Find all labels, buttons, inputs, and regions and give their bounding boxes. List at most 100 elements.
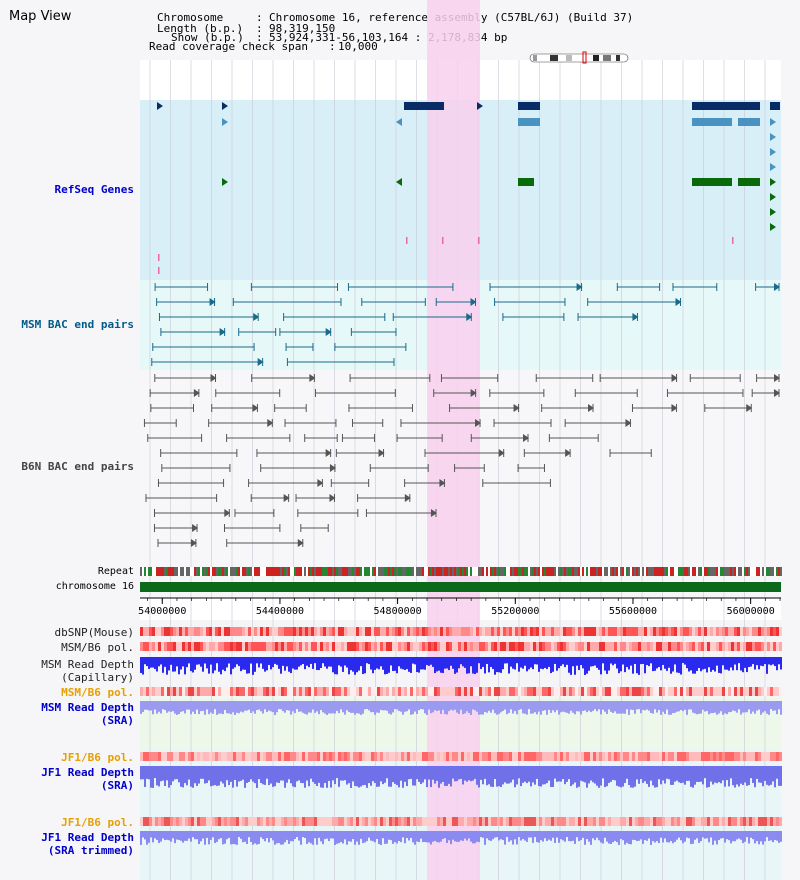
heat-cell bbox=[779, 627, 782, 636]
repeat-cell bbox=[310, 567, 312, 576]
heat-cell bbox=[629, 627, 632, 636]
depth-bar bbox=[180, 766, 182, 787]
depth-bar bbox=[692, 766, 694, 788]
heat-cell bbox=[398, 627, 401, 636]
depth-bar bbox=[778, 831, 780, 843]
heat-cell bbox=[278, 627, 281, 636]
heat-cell bbox=[272, 627, 275, 636]
depth-bar bbox=[280, 701, 282, 710]
repeat-cell bbox=[728, 567, 730, 576]
depth-bar bbox=[636, 701, 638, 710]
heat-cell bbox=[287, 627, 290, 636]
depth-bar bbox=[764, 657, 766, 665]
heat-cell bbox=[692, 642, 695, 651]
repeat-cell bbox=[364, 567, 366, 576]
repeat-cell bbox=[554, 567, 556, 576]
heat-cell bbox=[521, 627, 524, 636]
depth-bar bbox=[394, 701, 396, 710]
heat-cell bbox=[584, 687, 587, 696]
heat-cell bbox=[374, 642, 377, 651]
heat-cell bbox=[764, 817, 767, 826]
msm-read-depth-capillary-label[interactable]: MSM Read Depth (Capillary) bbox=[41, 658, 134, 684]
dbsnp-track-label[interactable]: dbSNP(Mouse) bbox=[54, 626, 134, 639]
heat-cell bbox=[308, 627, 311, 636]
msm-read-depth-sra-label[interactable]: MSM Read Depth (SRA) bbox=[41, 701, 134, 727]
repeat-cell bbox=[326, 567, 328, 576]
depth-bar bbox=[348, 701, 350, 712]
depth-bar bbox=[756, 766, 758, 779]
depth-bar bbox=[568, 657, 570, 673]
heat-cell bbox=[653, 817, 656, 826]
depth-bar bbox=[364, 701, 366, 710]
heat-cell bbox=[383, 642, 386, 651]
repeat-cell bbox=[324, 567, 326, 576]
repeat-cell bbox=[208, 567, 210, 576]
depth-bar bbox=[706, 766, 708, 788]
msm-b6-pol-label[interactable]: MSM/B6 pol. bbox=[61, 641, 134, 654]
depth-bar bbox=[654, 766, 656, 788]
depth-bar bbox=[744, 657, 746, 668]
depth-bar bbox=[274, 701, 276, 715]
depth-bar bbox=[494, 766, 496, 780]
refseq-track-label[interactable]: RefSeq Genes bbox=[54, 183, 134, 196]
depth-bar bbox=[628, 831, 630, 844]
depth-bar bbox=[334, 657, 336, 675]
repeat-cell bbox=[574, 567, 576, 576]
heat-cell bbox=[383, 752, 386, 761]
depth-bar bbox=[186, 701, 188, 710]
depth-bar bbox=[162, 701, 164, 710]
depth-bar bbox=[766, 701, 768, 714]
heat-cell bbox=[581, 752, 584, 761]
depth-bar bbox=[634, 657, 636, 665]
depth-bar bbox=[506, 657, 508, 664]
depth-bar bbox=[358, 831, 360, 845]
depth-bar bbox=[180, 657, 182, 670]
jf1-b6-pol-label[interactable]: JF1/B6 pol. bbox=[61, 751, 134, 764]
heat-cell bbox=[365, 817, 368, 826]
depth-bar bbox=[318, 766, 320, 783]
depth-bar bbox=[606, 701, 608, 714]
heat-cell bbox=[671, 642, 674, 651]
depth-bar bbox=[630, 701, 632, 710]
depth-bar bbox=[532, 657, 534, 670]
depth-bar bbox=[218, 701, 220, 714]
depth-bar bbox=[658, 657, 660, 668]
depth-bar bbox=[636, 766, 638, 780]
depth-bar bbox=[708, 657, 710, 668]
depth-bar bbox=[238, 657, 240, 667]
heat-cell bbox=[428, 817, 431, 826]
heat-cell bbox=[548, 687, 551, 696]
depth-bar bbox=[380, 831, 382, 845]
heat-cell bbox=[323, 627, 326, 636]
depth-bar bbox=[580, 766, 582, 781]
msm-b6-pol-sra-label[interactable]: MSM/B6 pol. bbox=[61, 686, 134, 699]
depth-bar bbox=[676, 701, 678, 712]
heat-cell bbox=[551, 642, 554, 651]
b6n-bac-track-label[interactable]: B6N BAC end pairs bbox=[21, 460, 134, 473]
depth-bar bbox=[270, 831, 272, 839]
depth-bar bbox=[520, 701, 522, 710]
depth-bar bbox=[740, 831, 742, 840]
depth-bar bbox=[278, 831, 280, 843]
depth-bar bbox=[638, 657, 640, 675]
repeat-cell bbox=[678, 567, 680, 576]
heat-cell bbox=[485, 642, 488, 651]
depth-bar bbox=[586, 831, 588, 840]
depth-bar bbox=[356, 766, 358, 787]
heat-cell bbox=[638, 752, 641, 761]
msm-bac-track-label[interactable]: MSM BAC end pairs bbox=[21, 318, 134, 331]
jf1-read-depth-sra-label[interactable]: JF1 Read Depth (SRA) bbox=[41, 766, 134, 792]
depth-bar bbox=[720, 831, 722, 839]
depth-bar bbox=[568, 766, 570, 780]
depth-bar bbox=[286, 657, 288, 667]
gene-glyph bbox=[770, 163, 776, 171]
repeat-cell bbox=[144, 567, 146, 576]
heat-cell bbox=[605, 627, 608, 636]
depth-bar bbox=[476, 701, 478, 712]
repeat-cell bbox=[466, 567, 468, 576]
heat-cell bbox=[185, 627, 188, 636]
jf1-b6-pol-trimmed-label[interactable]: JF1/B6 pol. bbox=[61, 816, 134, 829]
jf1-read-depth-trimmed-label[interactable]: JF1 Read Depth (SRA trimmed) bbox=[41, 831, 134, 857]
heat-cell bbox=[542, 627, 545, 636]
